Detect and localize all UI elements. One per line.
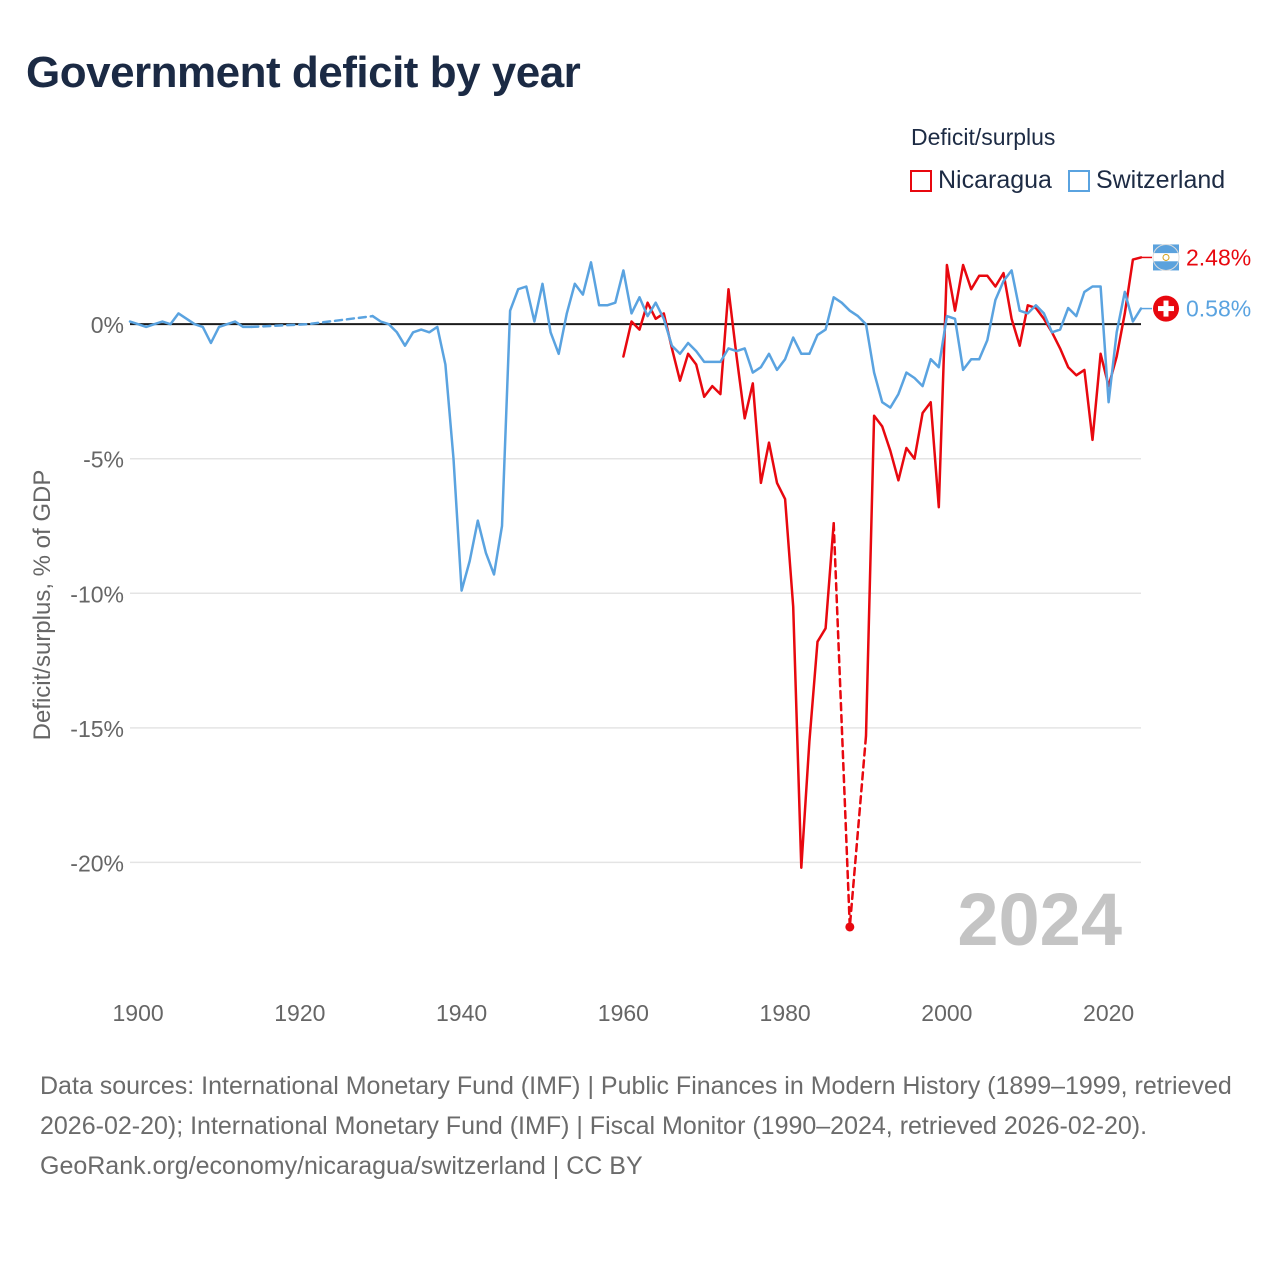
x-tick-label: 2000	[921, 1000, 972, 1026]
end-label-nicaragua: 2.48%	[1186, 244, 1251, 270]
x-tick-label: 1900	[113, 1000, 164, 1026]
end-label-switzerland: 0.58%	[1186, 296, 1251, 322]
line-chart: 2024 Deficit/surplus, % of GDP 0% -5% -10%…	[29, 243, 1251, 1026]
series-line-nicaragua	[832, 522, 868, 929]
y-tick-label: -15%	[70, 716, 124, 742]
flag-stripe-top	[1153, 244, 1179, 254]
flag-stripe-bottom	[1153, 261, 1179, 271]
legend-item-switzerland[interactable]: Switzerland	[1067, 166, 1226, 195]
x-tick-label: 2020	[1083, 1000, 1134, 1026]
series-line-switzerland	[250, 314, 374, 329]
footer: Data sources: International Monetary Fun…	[40, 1066, 1240, 1186]
legend-label-switzerland: Switzerland	[1095, 166, 1226, 194]
flag-stripe-middle	[1153, 253, 1179, 262]
x-tick-label: 1980	[760, 1000, 811, 1026]
legend-item-nicaragua[interactable]: Nicaragua	[910, 166, 1052, 195]
chart-title: Government deficit by year	[26, 48, 581, 97]
series-line-nicaragua	[864, 256, 1143, 738]
flag-border	[1152, 243, 1180, 271]
y-axis-label: Deficit/surplus, % of GDP	[29, 470, 56, 741]
flag-cross-horizontal	[1158, 306, 1174, 312]
year-watermark: 2024	[957, 878, 1122, 961]
legend-swatch-nicaragua	[910, 169, 932, 192]
series-marker-nicaragua	[845, 922, 855, 932]
switzerland-flag-icon	[1153, 295, 1179, 322]
credit-link[interactable]: GeoRank.org/economy/nicaragua/switzerlan…	[40, 1152, 643, 1180]
legend-title: Deficit/surplus	[911, 124, 1056, 150]
legend-label-nicaragua: Nicaragua	[938, 166, 1052, 194]
y-tick-label: -5%	[83, 447, 124, 473]
x-tick-label: 1960	[598, 1000, 649, 1026]
flag-emblem	[1162, 253, 1170, 261]
series-line-switzerland	[371, 261, 1143, 592]
series-line-switzerland	[128, 312, 253, 345]
sources-text: Data sources: International Monetary Fun…	[40, 1072, 1232, 1140]
series-line-nicaragua	[622, 287, 835, 869]
y-tick-label: 0%	[91, 312, 124, 338]
x-tick-label: 1940	[436, 1000, 487, 1026]
y-tick-label: -20%	[70, 850, 124, 876]
legend-swatch-switzerland	[1067, 169, 1090, 192]
legend: Nicaragua Switzerland	[910, 166, 1241, 195]
nicaragua-flag-icon	[1152, 243, 1180, 271]
x-tick-label: 1920	[274, 1000, 325, 1026]
y-tick-label: -10%	[70, 581, 124, 607]
